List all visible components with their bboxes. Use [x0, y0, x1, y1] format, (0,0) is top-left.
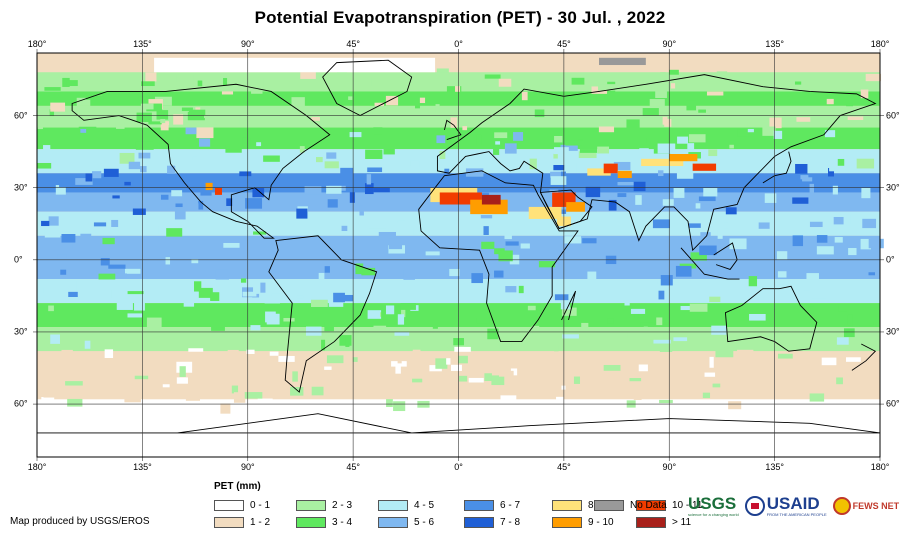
lat-tick-label-right: 60° — [886, 398, 900, 409]
map-frame — [36, 52, 881, 458]
legend-swatch — [552, 499, 582, 511]
lon-tick-label-bottom: 90° — [240, 462, 255, 472]
legend-swatch — [636, 499, 666, 511]
legend-item: 4 - 5 — [378, 499, 434, 511]
legend-item: 1 - 2 — [214, 516, 270, 528]
legend-item: 6 - 7 — [464, 499, 520, 511]
legend-item: 3 - 4 — [296, 516, 352, 528]
map-title: Potential Evapotranspiration (PET) - 30 … — [254, 8, 666, 27]
fewsnet-logo: FEWS NET — [832, 497, 900, 515]
lat-tick-label-left: 60° — [14, 398, 28, 409]
usgs-logo: USGS science for a changing world — [688, 495, 739, 517]
lon-tick-label-top: 45° — [557, 39, 571, 49]
legend-label: 4 - 5 — [414, 499, 435, 511]
legend-swatch — [464, 499, 494, 511]
legend-item: 0 - 1 — [214, 499, 270, 511]
legend-item: > 11 — [636, 516, 691, 528]
legend-item: 7 - 8 — [464, 516, 520, 528]
legend-label: 5 - 6 — [414, 516, 435, 528]
legend-label: > 11 — [672, 516, 691, 528]
lon-tick-label-bottom: 180° — [870, 462, 890, 472]
lat-tick-label-right: 60° — [886, 110, 900, 121]
lon-tick-label-bottom: 90° — [662, 462, 677, 472]
legend-swatch — [464, 516, 494, 528]
coastline — [539, 189, 593, 230]
lon-tick-label-bottom: 135° — [133, 462, 152, 472]
legend-swatch — [296, 516, 326, 528]
lon-tick-label-bottom: 0° — [454, 462, 463, 472]
lon-tick-label-top: 45° — [346, 39, 360, 49]
legend-swatch — [594, 499, 624, 511]
lon-tick-label-bottom: 135° — [765, 462, 784, 472]
lon-tick-label-top: 90° — [662, 39, 677, 49]
lat-tick-label-left: 60° — [14, 110, 28, 121]
lon-tick-label-top: 180° — [27, 39, 47, 49]
legend-swatch — [214, 499, 244, 511]
legend-item: 9 - 10 — [552, 516, 614, 528]
lon-tick-label-bottom: 45° — [557, 462, 571, 472]
coastline — [724, 285, 818, 352]
legend-item: No Data — [594, 499, 667, 511]
legend-label: 6 - 7 — [500, 499, 521, 511]
coastline — [561, 290, 577, 321]
fewsnet-globe-icon — [832, 497, 851, 515]
lat-tick-label-left: 0° — [14, 254, 23, 265]
coastline — [680, 247, 740, 280]
legend-swatch — [214, 516, 244, 528]
legend-item: 5 - 6 — [378, 516, 434, 528]
usaid-logo: USAID FROM THE AMERICAN PEOPLE — [744, 494, 827, 517]
usaid-tagline: FROM THE AMERICAN PEOPLE — [766, 512, 827, 517]
lon-tick-label-top: 0° — [454, 39, 463, 49]
lat-tick-label-left: 30° — [14, 326, 28, 337]
lon-tick-label-top: 135° — [133, 39, 152, 49]
legend-label: 7 - 8 — [500, 516, 521, 528]
fewsnet-logo-text: FEWS NET — [852, 501, 900, 511]
legend-label: 2 - 3 — [332, 499, 353, 511]
legend-label: 0 - 1 — [250, 499, 271, 511]
agency-logos: USGS science for a changing world USAID … — [688, 495, 905, 517]
coastline — [37, 413, 881, 434]
lon-tick-label-bottom: 45° — [346, 462, 360, 472]
legend-item: 10 - 11 — [636, 499, 702, 511]
usaid-logo-text: USAID — [766, 494, 820, 513]
pet-raster — [37, 53, 884, 457]
coastline — [436, 74, 877, 252]
legend-swatch — [378, 516, 408, 528]
lat-tick-label-right: 0° — [886, 254, 895, 265]
legend-swatch — [552, 516, 582, 528]
coastline — [851, 343, 877, 371]
usaid-seal-icon — [744, 496, 765, 516]
coastline — [444, 119, 462, 140]
lon-tick-label-bottom: 180° — [27, 462, 47, 472]
lat-tick-label-left: 30° — [14, 182, 28, 193]
lon-tick-label-top: 90° — [240, 39, 255, 49]
lat-tick-label-right: 30° — [886, 182, 900, 193]
lon-tick-label-top: 180° — [870, 39, 890, 49]
lat-tick-label-right: 30° — [886, 326, 900, 337]
legend-label: 3 - 4 — [332, 516, 353, 528]
usgs-logo-text: USGS — [688, 494, 737, 513]
legend-title: PET (mm) — [214, 481, 261, 492]
lon-tick-label-top: 135° — [765, 39, 784, 49]
legend-label: No Data — [630, 499, 667, 511]
legend-label: 9 - 10 — [588, 516, 614, 528]
legend-item: 2 - 3 — [296, 499, 352, 511]
usgs-tagline: science for a changing world — [688, 512, 739, 517]
legend-label: 10 - 11 — [672, 499, 703, 511]
legend-swatch — [636, 516, 666, 528]
legend-label: 1 - 2 — [250, 516, 271, 528]
coastline — [322, 59, 413, 117]
legend-swatch — [378, 499, 408, 511]
graticule — [33, 49, 884, 461]
coastline — [418, 170, 579, 343]
credit-text: Map produced by USGS/EROS — [10, 516, 150, 527]
coastline — [762, 151, 792, 184]
legend-swatch — [296, 499, 326, 511]
